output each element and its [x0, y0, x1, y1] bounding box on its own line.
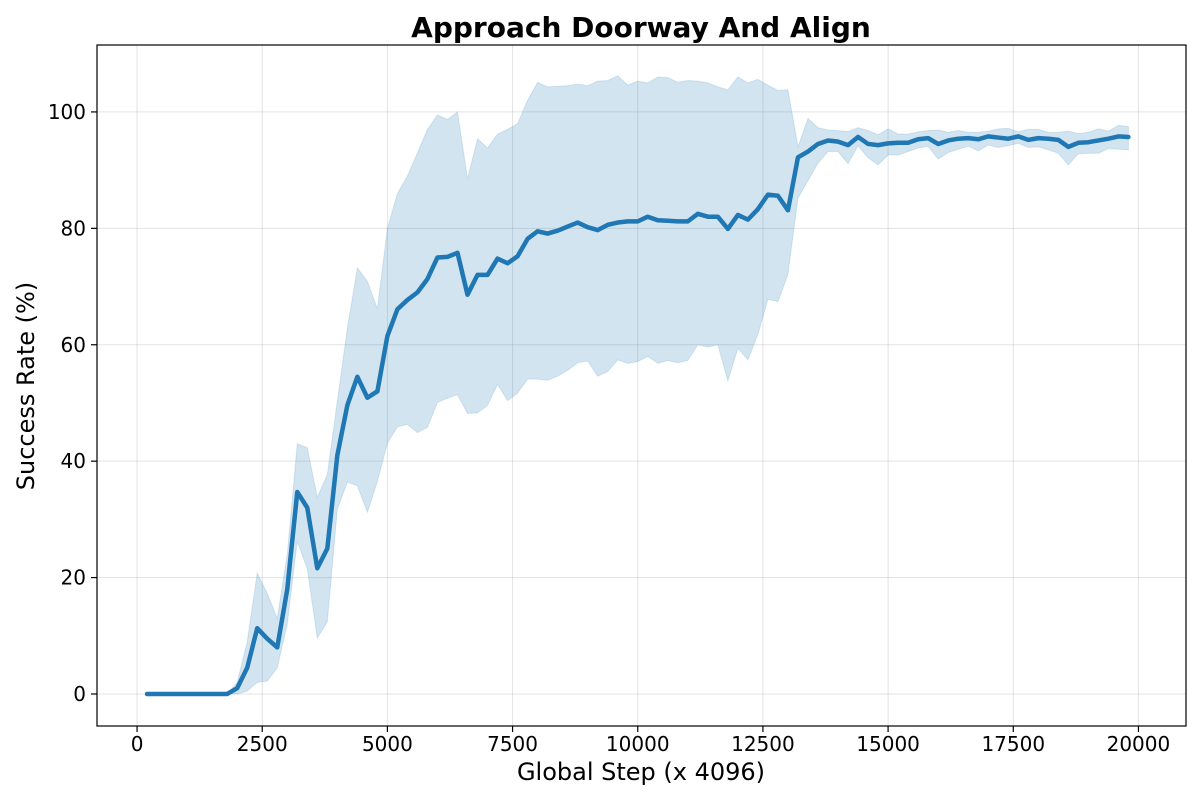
y-tick-label: 0 — [73, 682, 86, 706]
x-tick-label: 7500 — [487, 732, 538, 756]
plot-frame — [96, 44, 1187, 727]
x-tick-label: 12500 — [731, 732, 795, 756]
mean-line — [144, 134, 1131, 697]
x-tick-label: 5000 — [362, 732, 413, 756]
y-tick-label: 60 — [61, 333, 86, 357]
axis-ticks: 0 2500 5000 7500 10000 12500 15000 17500 20000 0 2… — [48, 100, 1170, 756]
x-tick-label: 0 — [131, 732, 144, 756]
x-tick-label: 15000 — [856, 732, 920, 756]
x-axis-label: Global Step (x 4096) — [517, 758, 765, 786]
x-tick-label: 2500 — [237, 732, 288, 756]
y-axis-label: Success Rate (%) — [12, 282, 40, 490]
y-tick-label: 100 — [48, 100, 86, 124]
grid — [97, 45, 1186, 726]
y-tick-label: 80 — [61, 216, 86, 240]
y-tick-label: 40 — [61, 449, 86, 473]
chart-title: Approach Doorway And Align — [411, 11, 871, 44]
x-tick-label: 10000 — [606, 732, 670, 756]
x-tick-label: 17500 — [981, 732, 1045, 756]
y-tick-label: 20 — [61, 566, 86, 590]
x-tick-label: 20000 — [1107, 732, 1171, 756]
